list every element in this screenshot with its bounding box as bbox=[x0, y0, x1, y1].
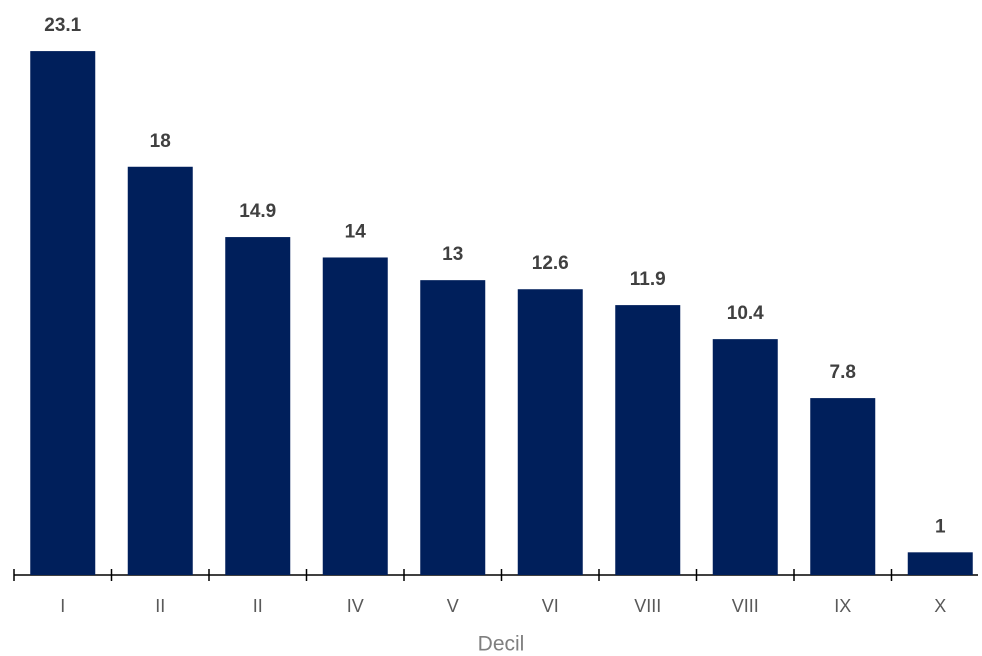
value-label: 1 bbox=[935, 516, 946, 537]
x-tick-label: VIII bbox=[634, 596, 661, 616]
bar bbox=[322, 257, 388, 575]
bar bbox=[30, 51, 96, 576]
x-tick-label: II bbox=[155, 596, 165, 616]
x-tick-label: X bbox=[934, 596, 946, 616]
value-label: 14 bbox=[345, 221, 367, 242]
value-label: 14.9 bbox=[239, 201, 276, 222]
x-tick-label: V bbox=[447, 596, 459, 616]
x-tick-label: II bbox=[253, 596, 263, 616]
bar bbox=[615, 305, 681, 575]
value-label: 10.4 bbox=[727, 303, 764, 324]
value-label: 13 bbox=[442, 244, 463, 265]
bar bbox=[127, 166, 193, 575]
x-tick-label: VIII bbox=[732, 596, 759, 616]
x-axis-title: Decil bbox=[478, 633, 525, 656]
bar bbox=[907, 552, 973, 575]
bar bbox=[810, 398, 876, 575]
bar bbox=[420, 280, 486, 575]
x-tick-label: IV bbox=[347, 596, 364, 616]
x-tick-label: IX bbox=[834, 596, 851, 616]
value-label: 18 bbox=[150, 131, 171, 152]
x-tick-label: I bbox=[60, 596, 65, 616]
value-label: 11.9 bbox=[630, 269, 666, 290]
bar bbox=[225, 237, 291, 575]
bar bbox=[517, 289, 583, 575]
value-label: 7.8 bbox=[830, 362, 856, 383]
bar bbox=[712, 339, 778, 575]
x-tick-label: VI bbox=[542, 596, 559, 616]
value-label: 12.6 bbox=[532, 253, 569, 274]
value-label: 23.1 bbox=[44, 15, 81, 36]
